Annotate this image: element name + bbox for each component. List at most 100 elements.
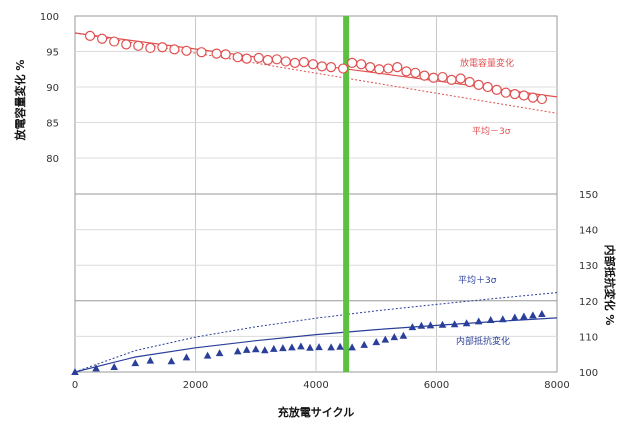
resistance-point	[233, 347, 242, 355]
capacity-point	[157, 42, 168, 53]
capacity-point	[338, 63, 349, 74]
point-layer	[71, 30, 548, 375]
capacity-point	[253, 52, 264, 63]
resistance-point	[381, 335, 390, 343]
capacity-point	[392, 62, 403, 73]
capacity-point	[437, 71, 448, 83]
capacity-point	[374, 64, 385, 75]
resistance-point	[399, 331, 408, 339]
capacity-point	[133, 40, 144, 51]
capacity-point	[536, 93, 548, 105]
capacity-point	[473, 79, 484, 90]
capacity-point	[401, 66, 412, 77]
resistance-point	[336, 342, 344, 350]
x-tick-label: 8000	[544, 380, 569, 391]
resistance-point	[242, 345, 251, 353]
x-tick-label: 6000	[424, 380, 449, 391]
y-right-axis-title: 内部抵抗変化 %	[603, 245, 617, 326]
resistance-point	[270, 344, 278, 352]
capacity-point	[220, 49, 231, 60]
resistance-point	[92, 364, 100, 372]
capacity-point	[446, 74, 457, 86]
resistance-point	[327, 343, 335, 351]
resistance-point	[499, 315, 507, 323]
resistance-point	[390, 333, 399, 341]
capacity-point	[491, 84, 502, 95]
capacity-point	[169, 44, 180, 55]
capacity-point	[509, 88, 520, 100]
resistance-point	[511, 313, 519, 321]
capacity-point	[410, 67, 421, 78]
annotation-capacity: 放電容量変化	[460, 57, 514, 69]
y-left-tick-label: 90	[46, 83, 59, 94]
capacity-point	[271, 54, 282, 65]
resistance-point	[426, 321, 435, 329]
capacity-point	[347, 57, 358, 68]
capacity-point	[428, 72, 439, 83]
y-right-tick-label: 120	[579, 297, 598, 308]
resistance-point	[462, 319, 471, 327]
y-left-tick-label: 100	[40, 12, 59, 23]
annotation-capacity-limit: 平均－3σ	[472, 125, 511, 137]
capacity-point	[145, 42, 156, 54]
x-axis-title: 充放電サイクル	[278, 405, 354, 419]
resistance-point	[529, 311, 537, 319]
cycle-marker-line	[343, 16, 350, 372]
capacity-point	[289, 57, 301, 68]
resistance-point	[215, 349, 224, 357]
resistance-point	[146, 356, 155, 364]
resistance-point	[110, 363, 118, 370]
capacity-point	[455, 73, 466, 84]
annotation-resistance-limit: 平均＋3σ	[458, 274, 497, 286]
y-left-tick-label: 95	[46, 48, 59, 59]
resistance-point	[251, 345, 260, 353]
resistance-point	[348, 343, 356, 351]
capacity-point	[84, 30, 96, 41]
x-tick-label: 0	[72, 380, 78, 391]
capacity-point	[464, 76, 475, 88]
capacity-point	[97, 33, 108, 44]
resistance-limit-line	[74, 292, 558, 373]
resistance-point	[538, 310, 546, 317]
y-right-tick-label: 140	[579, 226, 598, 237]
capacity-point	[181, 45, 192, 56]
grid-layer	[75, 16, 557, 372]
capacity-point	[298, 57, 310, 68]
capacity-point	[419, 70, 430, 81]
resistance-point	[520, 312, 528, 320]
y-left-tick-label: 80	[46, 154, 59, 165]
capacity-point	[365, 62, 376, 73]
capacity-point	[316, 61, 328, 72]
resistance-point	[288, 343, 296, 351]
capacity-point	[211, 48, 222, 59]
y-right-tick-label: 150	[579, 190, 598, 201]
capacity-limit-line	[74, 32, 558, 114]
resistance-point	[261, 346, 269, 354]
y-left-tick-label: 85	[46, 119, 59, 130]
resistance-point	[450, 320, 459, 328]
x-tick-label: 4000	[303, 380, 328, 391]
x-tick-label: 2000	[183, 380, 208, 391]
resistance-point	[203, 351, 212, 359]
capacity-point	[121, 39, 132, 50]
resistance-point	[131, 359, 140, 367]
capacity-point	[482, 81, 493, 93]
y-left-axis-title: 放電容量変化 %	[13, 60, 27, 142]
y-right-tick-label: 110	[579, 332, 598, 343]
resistance-point	[474, 317, 483, 325]
y-right-tick-label: 100	[579, 368, 598, 379]
resistance-point	[279, 344, 287, 352]
resistance-point	[408, 323, 417, 331]
resistance-point	[167, 357, 176, 365]
capacity-point	[383, 63, 394, 74]
capacity-point	[307, 59, 319, 70]
capacity-point	[109, 36, 120, 47]
capacity-point	[262, 54, 273, 66]
capacity-point	[518, 90, 529, 101]
resistance-point	[315, 343, 323, 351]
resistance-point	[297, 342, 305, 350]
resistance-point	[372, 338, 381, 346]
tick-layer: 0 2000 4000 6000 8000 100 95 90 85 80 150 140 130 120…	[40, 12, 598, 391]
resistance-point	[417, 321, 426, 329]
